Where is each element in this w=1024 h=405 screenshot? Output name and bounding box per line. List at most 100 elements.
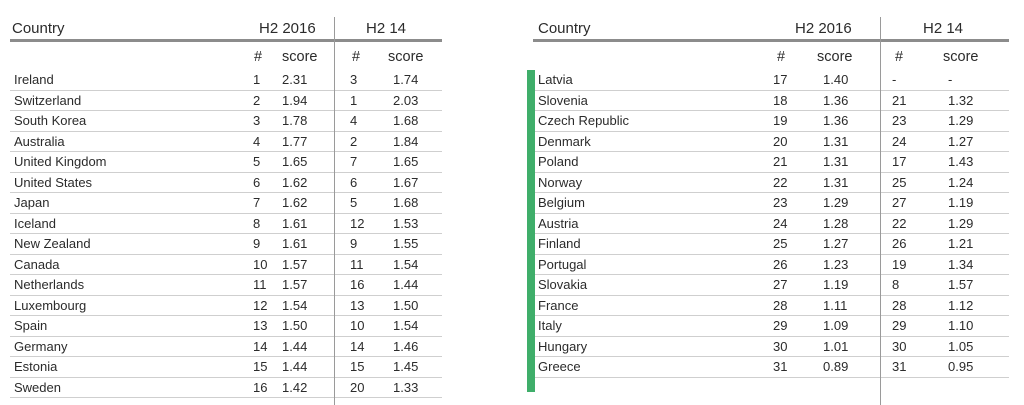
- cell-rank-2016: 4: [253, 133, 261, 149]
- cell-rank-2016: 26: [773, 256, 788, 272]
- cell-score-2016: 1.36: [823, 113, 849, 128]
- cell-country: Luxembourg: [14, 297, 87, 313]
- cell-score-14: 1.74: [393, 72, 419, 87]
- cell-rank-2016: 16: [253, 379, 268, 395]
- cell-score-2016: 2.31: [282, 72, 308, 87]
- cell-score-2016: 1.44: [282, 338, 308, 354]
- cell-rank-2016: 19: [773, 113, 788, 128]
- cell-score-14: 1.67: [393, 174, 419, 190]
- cell-country: Greece: [538, 359, 581, 374]
- cell-score-2016: 1.36: [823, 92, 849, 108]
- cell-country: Ireland: [14, 72, 54, 87]
- cell-rank-2016: 21: [773, 154, 788, 169]
- ranking-table-left: Country H2 2016 H2 14 # score # score Ir…: [10, 17, 442, 405]
- cell-rank-14: 16: [350, 277, 365, 292]
- table-row: Czech Republic 19 1.36 23 1.29: [533, 111, 1009, 132]
- cell-country: Slovakia: [538, 277, 588, 292]
- cell-rank-2016: 9: [253, 236, 261, 251]
- cell-score-14: 1.32: [948, 92, 974, 108]
- cell-score-2016: 1.62: [282, 195, 308, 210]
- cell-score-14: 1.53: [393, 215, 419, 231]
- table-header-periods: Country H2 2016 H2 14: [10, 17, 442, 39]
- table-row: Slovenia 18 1.36 21 1.32: [533, 91, 1009, 111]
- cell-country: Australia: [14, 133, 65, 149]
- cell-country: Slovenia: [538, 92, 588, 108]
- header-period-14: H2 14: [366, 20, 407, 37]
- cell-rank-2016: 12: [253, 297, 268, 313]
- table-row: Latvia 17 1.40 - -: [533, 70, 1009, 91]
- cell-score-14: 1.46: [393, 338, 419, 354]
- cell-rank-2016: 7: [253, 195, 261, 210]
- cell-score-14: 0.95: [948, 359, 974, 374]
- table-row: Australia 4 1.77 2 1.84: [10, 132, 442, 152]
- table-row: Italy 29 1.09 29 1.10: [533, 316, 1009, 337]
- cell-country: Italy: [538, 318, 562, 333]
- header-country: Country: [12, 20, 65, 37]
- cell-score-14: 1.29: [948, 215, 974, 231]
- cell-score-14: 1.19: [948, 195, 974, 210]
- cell-rank-2016: 2: [253, 92, 261, 108]
- cell-rank-2016: 5: [253, 154, 261, 169]
- cell-score-2016: 1.27: [823, 236, 849, 251]
- cell-rank-2016: 8: [253, 215, 261, 231]
- cell-rank-14: 24: [892, 133, 907, 149]
- cell-rank-14: 28: [892, 297, 907, 313]
- cell-score-2016: 1.31: [823, 174, 849, 190]
- table-row: Ireland 1 2.31 3 1.74: [10, 70, 442, 91]
- highlight-bar: [527, 70, 535, 392]
- cell-score-14: 1.65: [393, 154, 419, 169]
- header-score-14: score: [388, 49, 424, 65]
- cell-rank-2016: 1: [253, 72, 261, 87]
- table-row: France 28 1.11 28 1.12: [533, 296, 1009, 316]
- cell-score-2016: 1.77: [282, 133, 308, 149]
- table-row: Finland 25 1.27 26 1.21: [533, 234, 1009, 255]
- cell-rank-2016: 23: [773, 195, 788, 210]
- cell-rank-14: 9: [350, 236, 358, 251]
- cell-country: Poland: [538, 154, 579, 169]
- cell-score-2016: 1.94: [282, 92, 308, 108]
- cell-country: United Kingdom: [14, 154, 107, 169]
- header-rule: [10, 39, 442, 42]
- table-row: Japan 7 1.62 5 1.68: [10, 193, 442, 214]
- cell-rank-2016: 6: [253, 174, 261, 190]
- cell-score-2016: 1.61: [282, 236, 308, 251]
- cell-score-14: 1.21: [948, 236, 974, 251]
- cell-country: Japan: [14, 195, 50, 210]
- cell-rank-14: 17: [892, 154, 907, 169]
- cell-score-14: 1.29: [948, 113, 974, 128]
- cell-rank-14: 1: [350, 92, 358, 108]
- cell-score-2016: 1.57: [282, 256, 308, 272]
- cell-rank-2016: 11: [253, 277, 267, 292]
- header-score-2016: score: [282, 49, 318, 65]
- cell-score-2016: 1.29: [823, 195, 849, 210]
- table-row: Iceland 8 1.61 12 1.53: [10, 214, 442, 234]
- cell-rank-14: 10: [350, 318, 365, 333]
- cell-rank-14: 29: [892, 318, 907, 333]
- cell-score-2016: 1.54: [282, 297, 308, 313]
- cell-rank-14: 2: [350, 133, 358, 149]
- cell-score-2016: 1.65: [282, 154, 308, 169]
- cell-score-2016: 1.28: [823, 215, 849, 231]
- cell-rank-14: 21: [892, 92, 907, 108]
- header-country: Country: [538, 20, 591, 37]
- cell-score-14: 1.12: [948, 297, 974, 313]
- cell-country: Austria: [538, 215, 579, 231]
- cell-rank-2016: 14: [253, 338, 268, 354]
- cell-score-2016: 1.11: [823, 297, 848, 313]
- cell-rank-2016: 31: [773, 359, 788, 374]
- cell-score-14: 1.54: [393, 318, 419, 333]
- cell-score-14: 1.54: [393, 256, 419, 272]
- cell-rank-2016: 29: [773, 318, 788, 333]
- cell-rank-14: 31: [892, 359, 907, 374]
- table-row: United Kingdom 5 1.65 7 1.65: [10, 152, 442, 173]
- cell-country: Germany: [14, 338, 68, 354]
- cell-score-2016: 1.09: [823, 318, 849, 333]
- table-row: Sweden 16 1.42 20 1.33: [10, 378, 442, 398]
- cell-country: Switzerland: [14, 92, 82, 108]
- cell-rank-14: 25: [892, 174, 907, 190]
- table-header-periods: Country H2 2016 H2 14: [533, 17, 1009, 39]
- column-divider: [880, 17, 881, 405]
- cell-score-14: 1.68: [393, 113, 419, 128]
- cell-rank-2016: 20: [773, 133, 788, 149]
- header-rank-2016: #: [254, 49, 263, 65]
